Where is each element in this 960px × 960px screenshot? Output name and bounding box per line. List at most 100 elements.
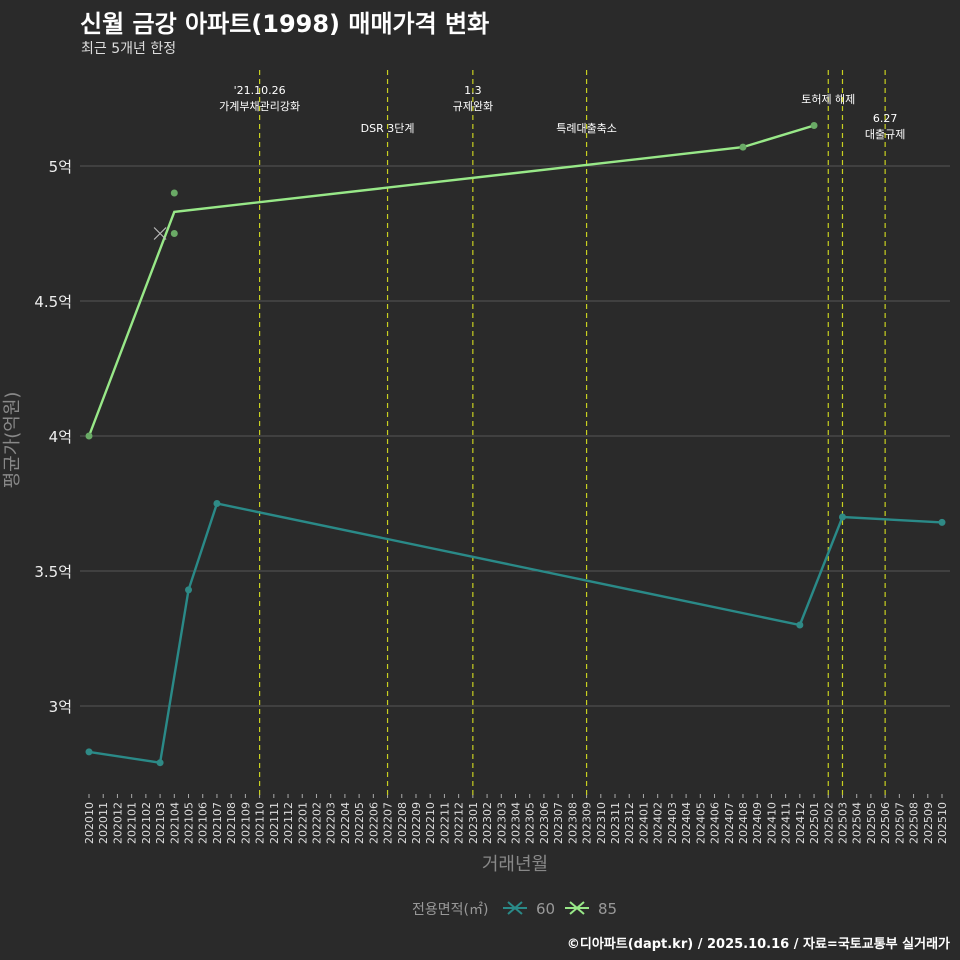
x-tick-label: 202106 <box>197 802 210 844</box>
event-label: 6.27 <box>873 112 898 125</box>
x-tick-label: 202105 <box>183 802 196 844</box>
data-point-85 <box>85 432 93 440</box>
x-tick-label: 202102 <box>140 802 153 844</box>
x-tick-label: 202410 <box>765 802 778 844</box>
x-tick-label: 202109 <box>239 802 252 844</box>
x-tick-label: 202104 <box>168 802 181 844</box>
event-label: 특례대출축소 <box>556 122 617 135</box>
x-tick-label: 202507 <box>893 802 906 844</box>
x-tick-label: 202107 <box>211 802 224 844</box>
x-tick-label: 202309 <box>581 802 594 844</box>
event-label: '21.10.26 <box>234 84 286 97</box>
data-point-85 <box>739 143 747 151</box>
x-tick-label: 202108 <box>225 802 238 844</box>
x-tick-label: 202012 <box>111 802 124 844</box>
x-tick-label: 202310 <box>595 802 608 844</box>
legend-key-85 <box>565 901 589 915</box>
series-line-85 <box>87 124 815 437</box>
x-tick-label: 202502 <box>822 802 835 844</box>
x-tick-label: 202111 <box>268 802 281 844</box>
y-tick-label: 3.5억 <box>34 563 72 581</box>
event-label: 대출규제 <box>865 128 905 141</box>
chart-title: 신월 금강 아파트(1998) 매매가격 변화 <box>80 10 490 38</box>
x-tick-label: 202411 <box>780 802 793 844</box>
x-tick-label: 202305 <box>524 802 537 844</box>
data-point-85 <box>810 122 818 129</box>
y-tick-label: 4억 <box>49 428 72 446</box>
x-tick-label: 202506 <box>879 802 892 844</box>
x-tick-label: 202508 <box>908 802 921 844</box>
x-tick-label: 202209 <box>410 802 423 844</box>
x-tick-label: 202301 <box>467 802 480 844</box>
legend-label-85: 85 <box>598 900 617 918</box>
data-point-85 <box>170 189 178 197</box>
data-point-60 <box>156 759 164 767</box>
chart-subtitle: 최근 5개년 한정 <box>81 41 177 57</box>
x-tick-label: 202010 <box>83 802 96 844</box>
x-tick-label: 202011 <box>97 802 110 844</box>
x-tick-label: 202306 <box>538 802 551 844</box>
x-tick-label: 202504 <box>851 802 864 844</box>
x-tick-label: 202202 <box>310 802 323 844</box>
x-tick-label: 202311 <box>609 802 622 844</box>
legend-key-60 <box>503 901 527 915</box>
x-tick-label: 202208 <box>396 802 409 844</box>
data-point-60 <box>838 513 846 521</box>
x-tick-label: 202110 <box>254 802 267 844</box>
x-tick-label: 202509 <box>922 802 935 844</box>
x-tick-label: 202407 <box>723 802 736 844</box>
y-tick-label: 5억 <box>49 158 72 176</box>
x-tick-label: 202402 <box>652 802 665 844</box>
x-tick-label: 202403 <box>666 802 679 844</box>
data-point-60 <box>185 586 193 594</box>
x-tick-label: 202312 <box>623 802 636 844</box>
event-label: 규제완화 <box>453 100 493 113</box>
event-label: DSR 3단계 <box>361 122 415 135</box>
source-caption: ©디아파트(dapt.kr) / 2025.10.16 / 자료=국토교통부 실… <box>566 937 950 952</box>
event-label: 토허제 해제 <box>801 92 855 106</box>
x-tick-label: 202412 <box>794 802 807 844</box>
x-tick-label: 202510 <box>936 802 949 844</box>
cross-marker-85 <box>153 227 167 240</box>
y-tick-label: 4.5억 <box>34 293 72 311</box>
x-tick-label: 202103 <box>154 802 167 844</box>
data-point-85 <box>170 230 178 237</box>
event-label: 가계부채관리강화 <box>219 100 300 113</box>
legend-title: 전용면적(㎡) <box>412 902 488 918</box>
x-tick-label: 202409 <box>751 802 764 844</box>
y-tick-label: 3억 <box>49 698 72 716</box>
x-tick-label: 202210 <box>424 802 437 844</box>
x-tick-label: 202505 <box>865 802 878 844</box>
x-tick-label: 202308 <box>566 802 579 844</box>
legend-label-60: 60 <box>536 900 555 918</box>
data-point-60 <box>938 518 946 526</box>
x-tick-label: 202405 <box>694 802 707 844</box>
x-tick-label: 202201 <box>296 802 309 844</box>
data-point-60 <box>796 621 804 629</box>
x-tick-label: 202501 <box>808 802 821 844</box>
x-tick-label: 202406 <box>709 802 722 844</box>
x-tick-label: 202404 <box>680 802 693 844</box>
x-tick-label: 202211 <box>438 802 451 844</box>
x-tick-label: 202302 <box>481 802 494 844</box>
x-tick-label: 202204 <box>339 802 352 844</box>
x-tick-label: 202503 <box>836 802 849 844</box>
x-tick-label: 202101 <box>126 802 139 844</box>
x-tick-label: 202307 <box>552 802 565 844</box>
data-point-60 <box>85 748 93 756</box>
data-point-60 <box>213 500 221 507</box>
x-tick-label: 202303 <box>495 802 508 844</box>
x-tick-label: 202112 <box>282 802 295 844</box>
x-axis-label: 거래년월 <box>482 854 548 875</box>
x-tick-label: 202203 <box>325 802 338 844</box>
series-line-60 <box>88 502 943 765</box>
y-axis-label: 평균가(억원) <box>2 392 23 489</box>
x-tick-label: 202304 <box>510 802 523 844</box>
x-tick-label: 202212 <box>453 802 466 844</box>
x-tick-label: 202205 <box>353 802 366 844</box>
x-tick-label: 202207 <box>382 802 395 844</box>
x-tick-label: 202408 <box>737 802 750 844</box>
x-tick-label: 202206 <box>367 802 380 844</box>
event-label: 1.3 <box>464 84 482 97</box>
